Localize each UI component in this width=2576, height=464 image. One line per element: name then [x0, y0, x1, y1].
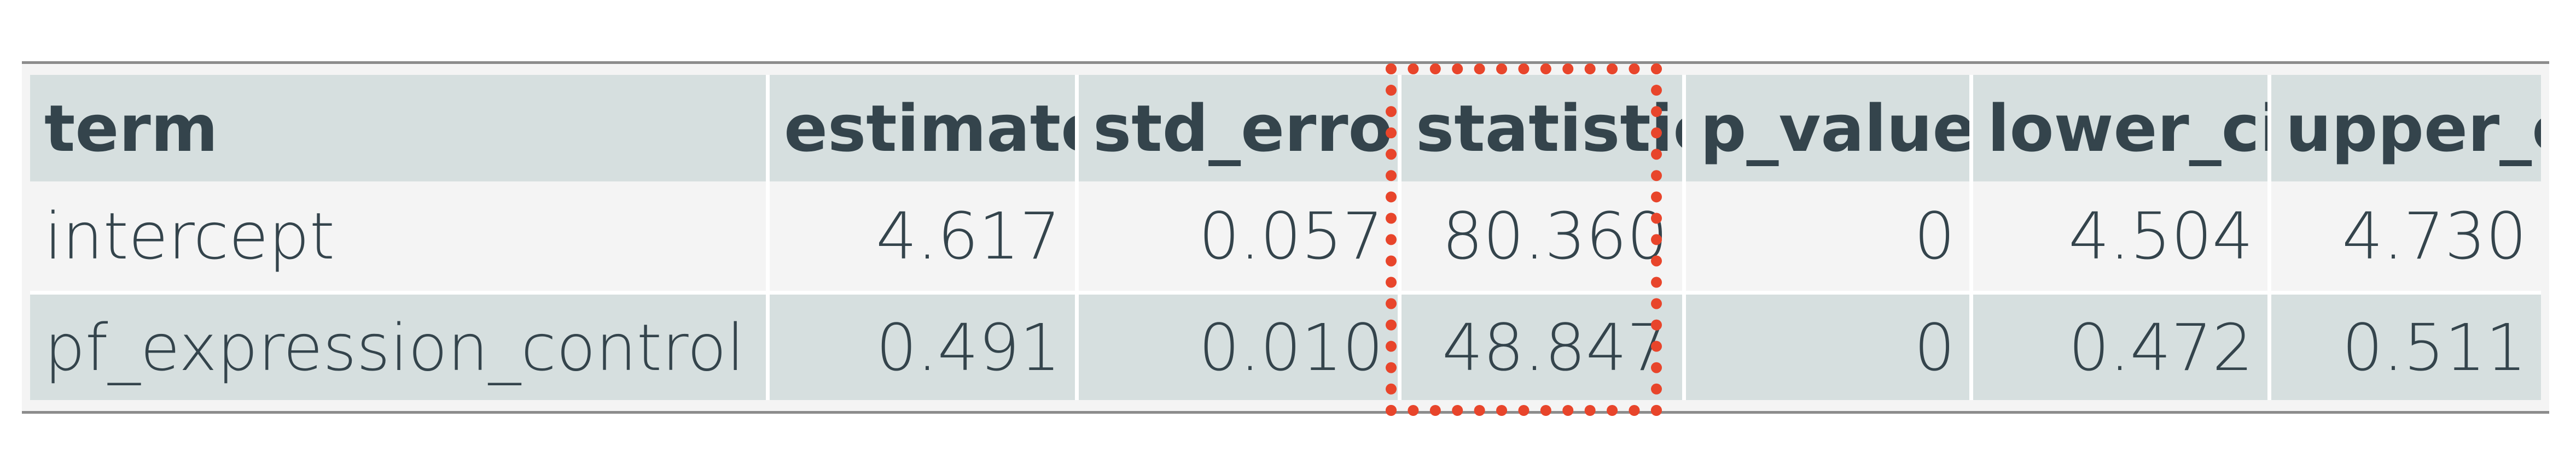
- cell-p-value: 0: [1686, 291, 1973, 400]
- cell-upper-ci: 0.511: [2271, 291, 2541, 400]
- header-term: term: [30, 75, 770, 181]
- header-std-error: std_error: [1079, 75, 1402, 181]
- header-estimate: estimate: [770, 75, 1079, 181]
- regression-table: term estimate std_error statistic p_valu…: [30, 75, 2541, 400]
- cell-p-value: 0: [1686, 181, 1973, 291]
- table-row: intercept 4.617 0.057 80.360 0 4.504 4.7…: [30, 181, 2541, 291]
- cell-term: intercept: [30, 181, 770, 291]
- cell-std-error: 0.010: [1079, 291, 1402, 400]
- cell-estimate: 0.491: [770, 291, 1079, 400]
- cell-lower-ci: 0.472: [1973, 291, 2271, 400]
- cell-upper-ci: 4.730: [2271, 181, 2541, 291]
- cell-term: pf_expression_control: [30, 291, 770, 400]
- table-body: intercept 4.617 0.057 80.360 0 4.504 4.7…: [30, 181, 2541, 400]
- table-row: pf_expression_control 0.491 0.010 48.847…: [30, 291, 2541, 400]
- table-header: term estimate std_error statistic p_valu…: [30, 75, 2541, 181]
- regression-table-container: term estimate std_error statistic p_valu…: [22, 61, 2549, 414]
- cell-statistic: 80.360: [1402, 181, 1686, 291]
- header-row: term estimate std_error statistic p_valu…: [30, 75, 2541, 181]
- cell-std-error: 0.057: [1079, 181, 1402, 291]
- header-statistic: statistic: [1402, 75, 1686, 181]
- cell-estimate: 4.617: [770, 181, 1079, 291]
- header-p-value: p_value: [1686, 75, 1973, 181]
- cell-statistic: 48.847: [1402, 291, 1686, 400]
- header-upper-ci: upper_ci: [2271, 75, 2541, 181]
- cell-lower-ci: 4.504: [1973, 181, 2271, 291]
- header-lower-ci: lower_ci: [1973, 75, 2271, 181]
